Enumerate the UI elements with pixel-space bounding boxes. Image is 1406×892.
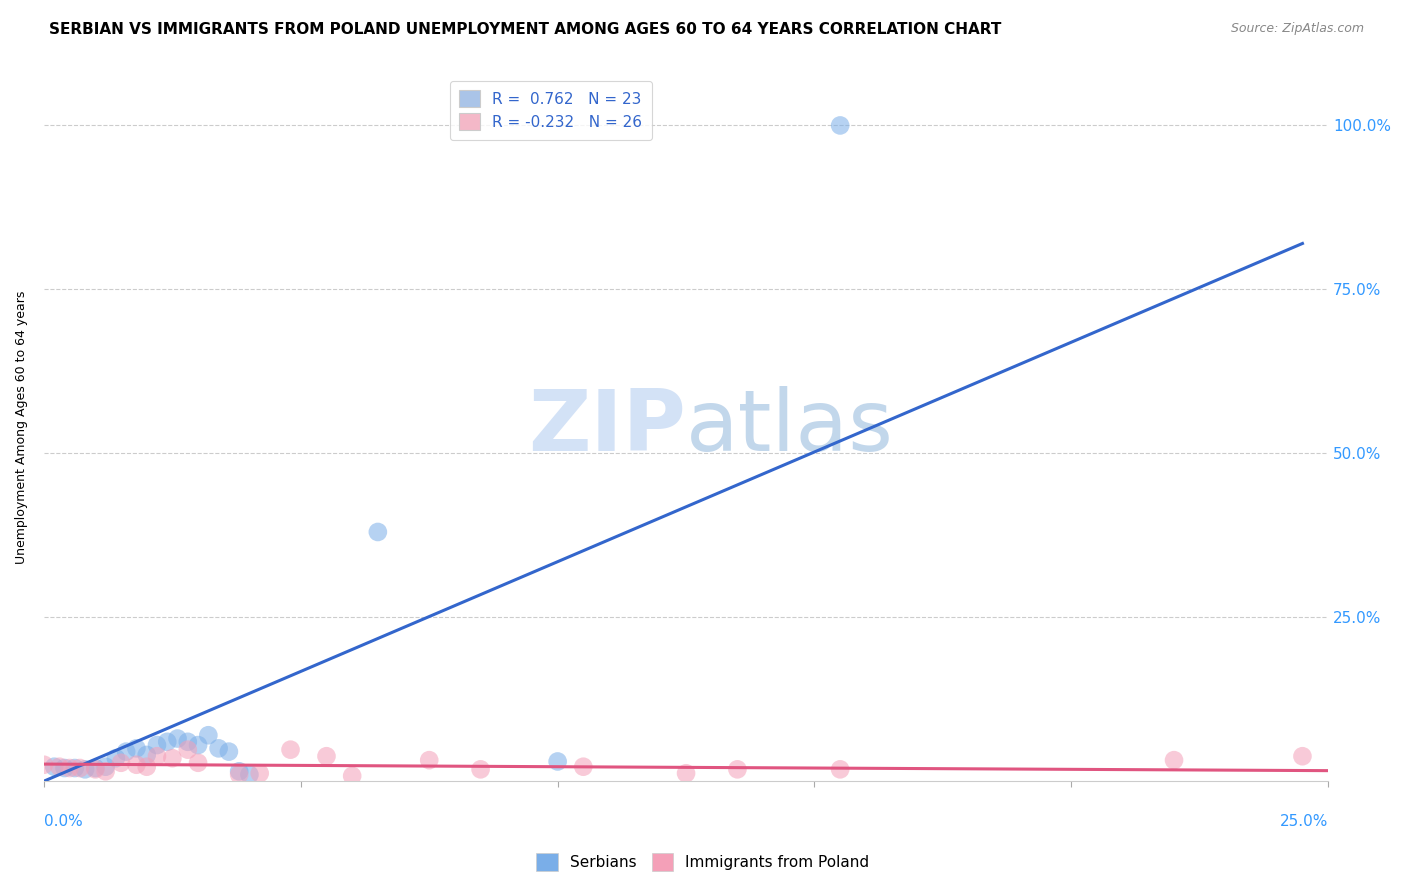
Point [572, 760, 595, 774]
Point [32, 757, 55, 772]
Point [197, 728, 219, 742]
Point [146, 749, 169, 764]
Point [59, 761, 82, 775]
Point [135, 760, 157, 774]
Point [238, 767, 260, 781]
Point [84, 762, 107, 776]
Point [280, 742, 302, 756]
Point [249, 766, 271, 780]
Point [84, 761, 107, 775]
Point [104, 751, 127, 765]
Text: 25.0%: 25.0% [1279, 814, 1329, 829]
Text: atlas: atlas [686, 385, 894, 468]
Point [156, 735, 179, 749]
Point [110, 756, 132, 770]
Point [177, 742, 200, 756]
Point [146, 738, 169, 752]
Point [207, 741, 229, 756]
Point [1163, 753, 1185, 767]
Legend: Serbians, Immigrants from Poland: Serbians, Immigrants from Poland [527, 844, 879, 880]
Point [166, 731, 188, 746]
Point [675, 766, 697, 780]
Point [228, 764, 250, 779]
Point [63, 761, 86, 775]
Legend: R =  0.762   N = 23, R = -0.232   N = 26: R = 0.762 N = 23, R = -0.232 N = 26 [450, 80, 651, 139]
Point [830, 119, 852, 133]
Y-axis label: Unemployment Among Ages 60 to 64 years: Unemployment Among Ages 60 to 64 years [15, 291, 28, 564]
Point [53, 761, 76, 775]
Point [1291, 749, 1313, 764]
Point [470, 762, 492, 776]
Point [367, 524, 389, 539]
Point [725, 762, 748, 776]
Point [44, 760, 66, 774]
Text: ZIP: ZIP [529, 385, 686, 468]
Point [162, 751, 184, 765]
Point [547, 755, 569, 769]
Point [228, 767, 250, 781]
Point [135, 747, 157, 762]
Text: SERBIAN VS IMMIGRANTS FROM POLAND UNEMPLOYMENT AMONG AGES 60 TO 64 YEARS CORRELA: SERBIAN VS IMMIGRANTS FROM POLAND UNEMPL… [49, 22, 1001, 37]
Point [48, 760, 70, 774]
Point [125, 757, 148, 772]
Point [418, 753, 440, 767]
Point [218, 745, 240, 759]
Point [115, 745, 138, 759]
Point [94, 760, 117, 774]
Point [187, 756, 209, 770]
Point [187, 738, 209, 752]
Text: Source: ZipAtlas.com: Source: ZipAtlas.com [1230, 22, 1364, 36]
Point [340, 769, 363, 783]
Point [315, 749, 337, 764]
Point [177, 735, 200, 749]
Point [125, 741, 148, 756]
Text: 0.0%: 0.0% [44, 814, 83, 829]
Point [75, 762, 97, 776]
Point [94, 764, 117, 779]
Point [830, 762, 852, 776]
Point [69, 761, 91, 775]
